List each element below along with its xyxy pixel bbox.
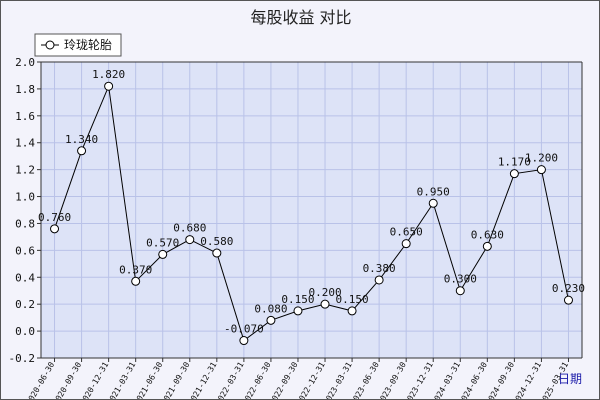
x-tick-label: 2022-03-31 <box>214 360 246 399</box>
data-point <box>320 299 330 309</box>
data-label: 1.170 <box>498 156 531 169</box>
data-label: 0.150 <box>336 293 369 306</box>
y-tick-label: -0.2 <box>9 352 36 365</box>
legend-series-name: 玲珑轮胎 <box>64 38 112 52</box>
data-label: 0.630 <box>471 228 504 241</box>
data-point <box>50 224 60 234</box>
data-label: 0.950 <box>417 185 450 198</box>
x-tick-label: 2023-12-31 <box>403 360 435 399</box>
data-point <box>212 248 222 258</box>
x-tick-label: 2023-06-30 <box>349 360 381 399</box>
x-tick-label: 2021-12-31 <box>187 360 219 399</box>
y-tick-label: 2.0 <box>15 56 35 69</box>
y-tick-label: 0.6 <box>15 244 35 257</box>
x-tick-label: 2020-06-30 <box>24 360 56 399</box>
x-tick-label: 2024-09-30 <box>484 360 516 399</box>
data-point <box>455 286 465 296</box>
series-group <box>50 81 573 346</box>
data-label: 0.760 <box>38 211 71 224</box>
y-tick-label: 1.2 <box>15 164 35 177</box>
y-tick-label: 1.8 <box>15 83 35 96</box>
x-axis-label: 日期 <box>558 372 582 386</box>
y-axis-ticks: -0.2 0.0 0.2 0.4 0.6 0.8 1.0 1.2 1.4 1.6 1.8 2.0 <box>9 56 41 365</box>
x-tick-label: 2020-12-31 <box>78 360 110 399</box>
data-point <box>293 306 303 316</box>
x-tick-label: 2024-06-30 <box>457 360 489 399</box>
data-point <box>401 239 411 249</box>
data-point <box>428 198 438 208</box>
data-point <box>131 276 141 286</box>
x-tick-label: 2021-06-30 <box>133 360 165 399</box>
x-tick-label: 2024-03-31 <box>430 360 462 399</box>
x-tick-label: 2022-12-31 <box>295 360 327 399</box>
x-tick-label: 2021-09-30 <box>160 360 192 399</box>
data-label: 1.200 <box>525 152 558 165</box>
x-tick-label: 2023-03-31 <box>322 360 354 399</box>
data-label: 0.570 <box>146 236 179 249</box>
data-point <box>482 241 492 251</box>
x-axis-ticks: 2020-06-302020-09-302020-12-312021-03-31… <box>24 358 570 399</box>
data-point <box>185 235 195 245</box>
data-label: 0.080 <box>254 302 287 315</box>
axes <box>40 61 583 359</box>
y-tick-label: 1.4 <box>15 137 35 150</box>
y-tick-label: 0.2 <box>15 298 35 311</box>
y-tick-label: 0.4 <box>15 271 35 284</box>
data-point <box>347 306 357 316</box>
data-point <box>509 169 519 179</box>
data-label: 1.820 <box>92 68 125 81</box>
legend-circle-marker <box>45 40 55 50</box>
x-tick-label: 2020-09-30 <box>51 360 83 399</box>
data-point <box>563 295 573 305</box>
legend-box <box>34 33 122 57</box>
data-point <box>158 249 168 259</box>
gridlines <box>41 61 582 359</box>
data-point <box>239 336 249 346</box>
data-label: 0.300 <box>444 273 477 286</box>
data-point <box>77 146 87 156</box>
data-label: 0.580 <box>200 235 233 248</box>
data-label: 0.200 <box>308 286 341 299</box>
series-line <box>54 84 569 342</box>
data-label: -0.070 <box>224 323 264 336</box>
x-tick-label: 2024-12-31 <box>511 360 543 399</box>
data-point <box>266 315 276 325</box>
data-label: 0.150 <box>281 293 314 306</box>
y-tick-label: 1.0 <box>15 191 35 204</box>
x-tick-label: 2023-09-30 <box>376 360 408 399</box>
x-tick-label: 2022-06-30 <box>241 360 273 399</box>
chart-title: 每股收益 对比 <box>250 8 351 27</box>
data-point <box>104 81 114 91</box>
data-label: 0.230 <box>552 282 585 295</box>
data-point <box>374 275 384 285</box>
y-tick-label: 0.0 <box>15 325 35 338</box>
data-label: 0.370 <box>119 263 152 276</box>
y-tick-label: 1.6 <box>15 110 35 123</box>
data-label: 0.380 <box>363 262 396 275</box>
x-tick-label: 2022-09-30 <box>268 360 300 399</box>
data-label: 0.680 <box>173 222 206 235</box>
y-tick-label: 0.8 <box>15 217 35 230</box>
plot-area <box>41 62 582 358</box>
data-label: 0.650 <box>390 226 423 239</box>
data-point <box>536 165 546 175</box>
data-label: 1.340 <box>65 133 98 146</box>
x-tick-label: 2021-03-31 <box>106 360 138 399</box>
legend[interactable]: 玲珑轮胎 <box>34 33 122 57</box>
